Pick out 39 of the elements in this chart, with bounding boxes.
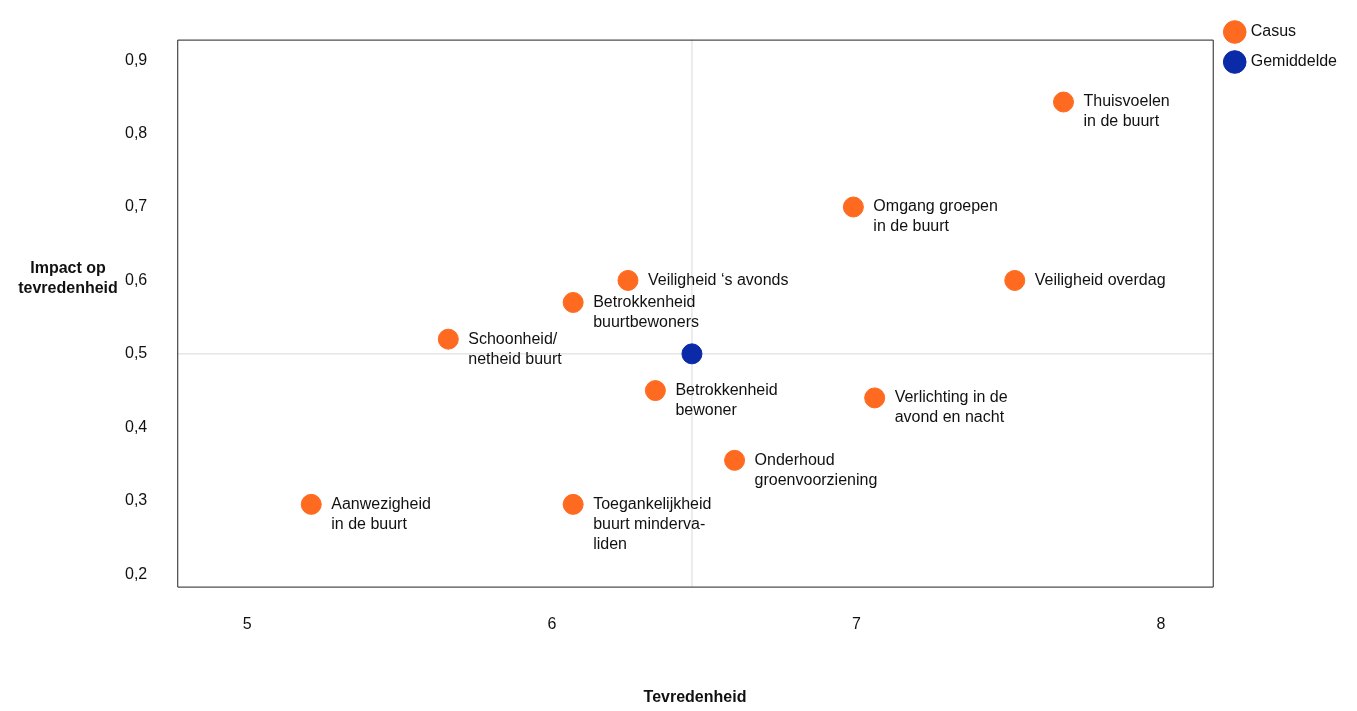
annotation: Schoonheid/ netheid buurt	[468, 329, 563, 367]
y-tick-label: 0,9	[124, 50, 148, 68]
x-tick-label: 7	[851, 614, 861, 632]
point	[437, 328, 459, 350]
annotation: Thuisvoelen in de buurt	[1083, 92, 1170, 130]
annotation: Aanwezigheid in de buurt	[331, 494, 431, 532]
point	[644, 380, 666, 402]
x-tick-label: 5	[242, 614, 252, 632]
point	[1004, 269, 1026, 291]
legend-label: Casus	[1250, 22, 1297, 40]
legend-label: Gemiddelde	[1250, 52, 1338, 70]
y-tick-label: 0,4	[124, 417, 148, 435]
annotation: Onderhoud groenvoorziening	[754, 450, 878, 488]
y-tick-label: 0,3	[124, 491, 148, 509]
x-axis-title: Tevredenheid	[643, 687, 747, 705]
y-tick-label: 0,8	[124, 123, 148, 141]
point	[617, 269, 639, 291]
point	[864, 387, 886, 409]
annotation: Verlichting in de avond en nacht	[894, 388, 1008, 426]
annotation: Omgang groepen in de buurt	[873, 197, 998, 235]
point	[562, 291, 584, 313]
y-tick-label: 0,7	[124, 197, 148, 215]
y-tick-label: 0,6	[124, 270, 148, 288]
y-tick-label: 0,5	[124, 344, 148, 362]
y-tick-label: 0,2	[124, 564, 148, 582]
point	[562, 493, 584, 515]
point	[1052, 91, 1074, 113]
x-tick-label: 6	[547, 614, 557, 632]
annotation: Toegankelijkheid buurt minderva- liden	[593, 494, 712, 552]
y-axis-title: Impact op tevredenheid	[18, 258, 118, 296]
annotation: Veiligheid overdag	[1034, 270, 1166, 288]
point	[681, 343, 703, 365]
annotation: Veiligheid ‘s avonds	[647, 270, 789, 288]
x-tick-label: 8	[1156, 614, 1166, 632]
annotation: Betrokkenheid bewoner	[675, 380, 778, 418]
point	[300, 493, 322, 515]
annotation: Betrokkenheid buurtbewoners	[593, 292, 700, 330]
point	[724, 449, 746, 471]
point	[842, 196, 864, 218]
